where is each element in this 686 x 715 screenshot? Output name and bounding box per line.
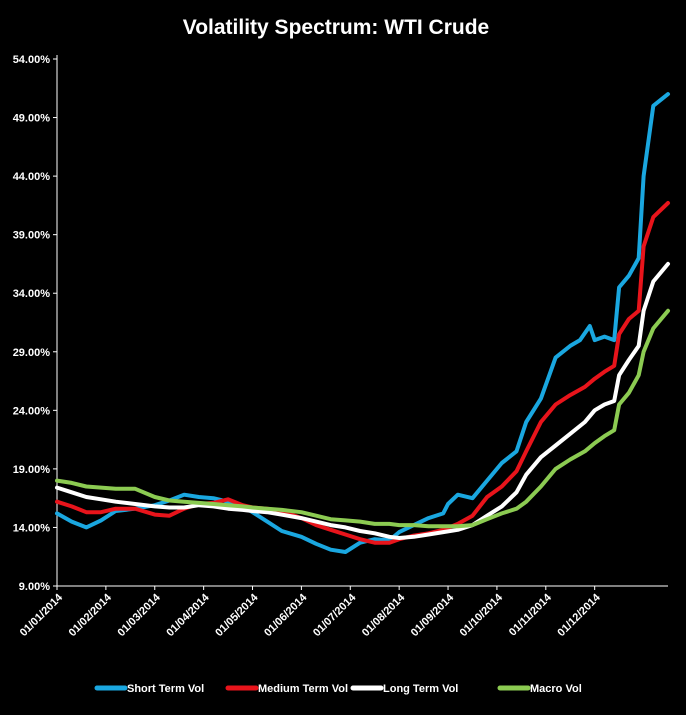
legend-label-long-term-vol: Long Term Vol — [383, 683, 458, 695]
legend-label-macro-vol: Macro Vol — [530, 683, 582, 695]
y-tick-label: 29.00% — [13, 347, 51, 359]
series-line-medium-term-vol — [55, 201, 670, 545]
series-line-macro-vol — [55, 308, 670, 529]
y-tick-label: 54.00% — [13, 54, 51, 66]
y-tick-label: 24.00% — [13, 405, 51, 417]
legend: Short Term Vol Medium Term Vol Long Term V… — [94, 683, 582, 695]
y-tick-label: 14.00% — [13, 522, 51, 534]
chart-title: Volatility Spectrum: WTI Crude — [183, 16, 489, 39]
y-tick-label: 19.00% — [13, 464, 51, 476]
y-tick-label: 39.00% — [13, 230, 51, 242]
y-tick-label: 34.00% — [13, 288, 51, 300]
legend-label-medium-term-vol: Medium Term Vol — [258, 683, 348, 695]
series-line-long-term-vol — [55, 261, 670, 540]
series-line-short-term-vol — [55, 92, 670, 554]
y-tick-label: 9.00% — [19, 581, 50, 593]
y-tick-label: 44.00% — [13, 171, 51, 183]
y-tick-label: 49.00% — [13, 113, 51, 125]
legend-label-short-term-vol: Short Term Vol — [127, 683, 204, 695]
